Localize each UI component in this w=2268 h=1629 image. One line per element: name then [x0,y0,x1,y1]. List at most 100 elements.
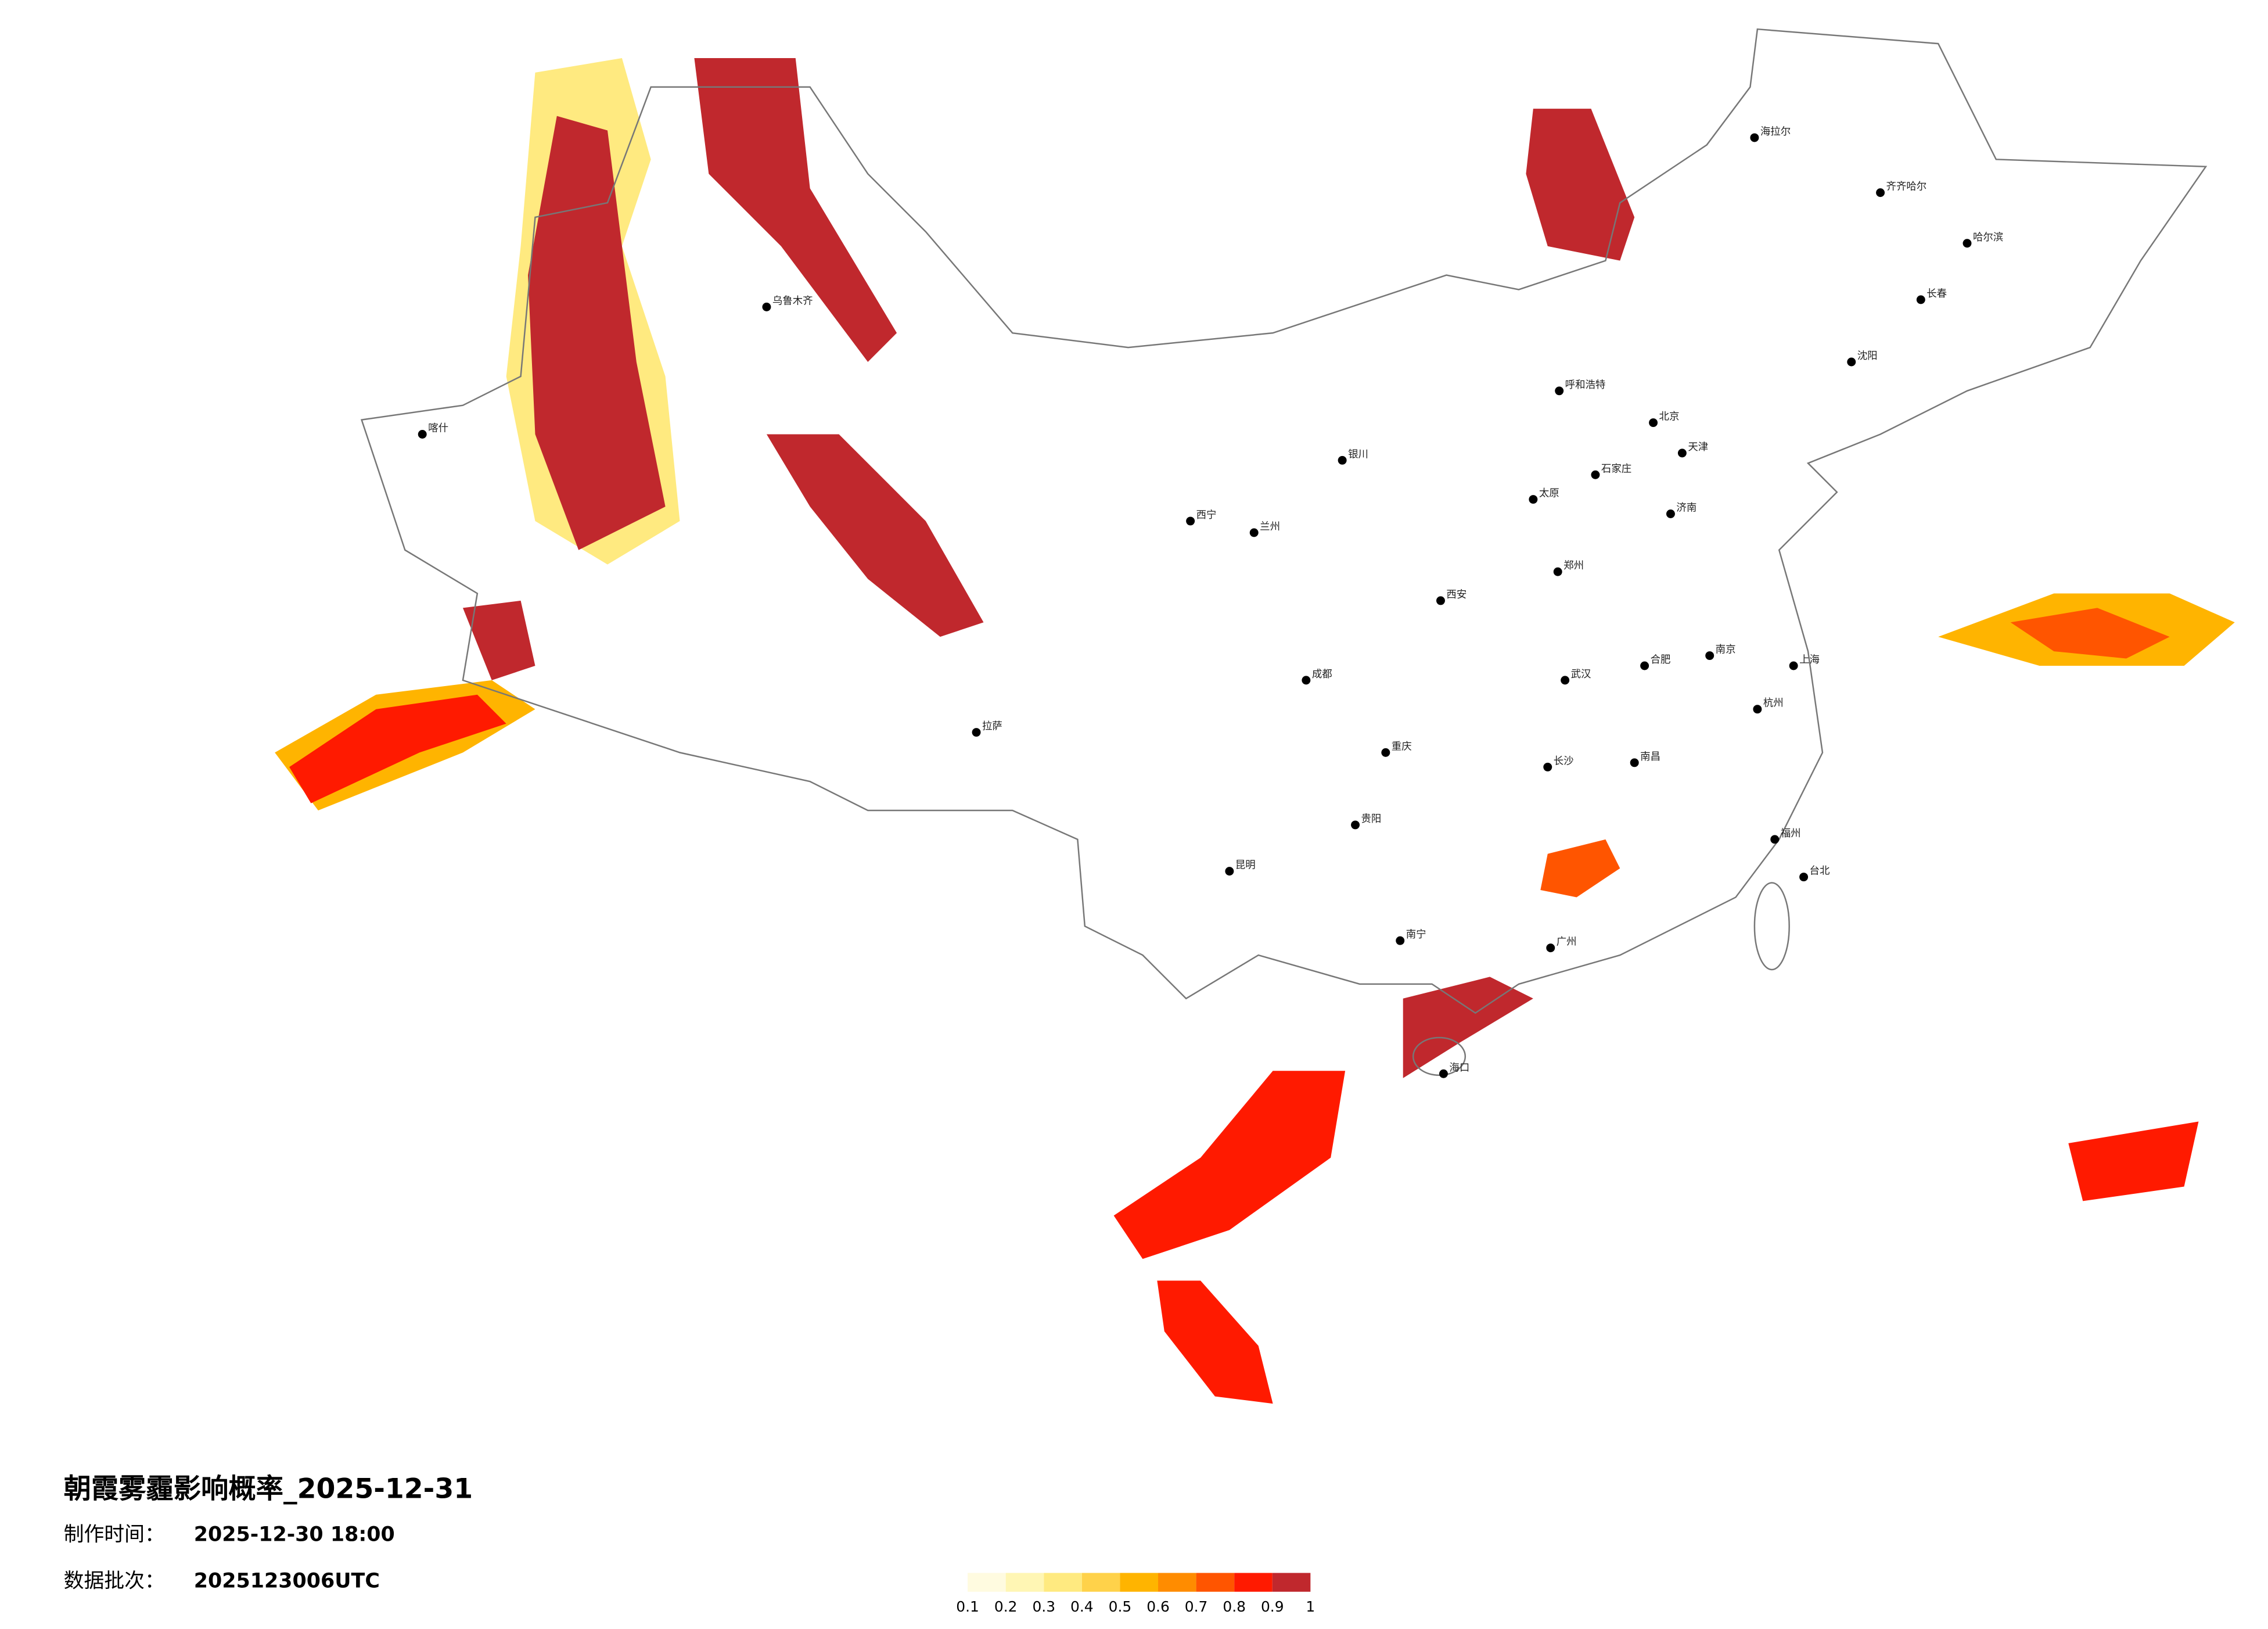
city-label: 长沙 [1554,755,1574,767]
city-dot [1640,661,1649,670]
legend-tick-label: 1 [1306,1598,1315,1615]
haze-area [462,600,535,680]
city-label: 南昌 [1640,751,1660,763]
production-time-label: 制作时间： [64,1523,165,1547]
color-legend: 0.1 0.2 0.3 0.4 0.5 0.6 0.7 0.8 0.9 1 [956,1573,1315,1615]
city-label: 昆明 [1235,860,1256,871]
legend-swatch [1234,1573,1273,1592]
city-dot [1591,470,1600,479]
city-dot [1649,418,1658,428]
city-label: 银川 [1348,448,1368,460]
city-dot [1225,867,1234,876]
city-label: 重庆 [1392,741,1412,752]
city-dot [1529,495,1538,504]
city-label: 海口 [1449,1062,1469,1074]
city-label: 武汉 [1571,669,1591,680]
city-label: 杭州 [1763,698,1784,709]
city-dot [1789,661,1798,670]
city-label: 南宁 [1406,929,1426,941]
legend-tick-label: 0.5 [1109,1598,1132,1615]
city-dot [762,302,771,311]
taiwan-border [1753,882,1790,971]
production-time: 2025-12-30 18:00 [194,1523,395,1547]
city-label: 喀什 [428,423,448,435]
country-border [360,28,2208,1014]
city-dot [1847,357,1856,367]
city-dot [1963,239,1972,248]
legend-swatch [1044,1573,1082,1592]
haze-area [289,694,506,803]
legend-tick-label: 0.9 [1261,1598,1284,1615]
city-label: 石家庄 [1601,463,1631,475]
city-dot [1770,835,1780,844]
city-label: 济南 [1676,503,1696,514]
city-dot [1249,528,1259,537]
city-label: 拉萨 [982,721,1002,733]
city-label: 乌鲁木齐 [772,295,813,307]
city-dot [1546,943,1555,953]
city-label: 呼和浩特 [1565,379,1606,391]
city-dot [1876,188,1885,198]
city-dot [1750,133,1759,142]
city-dot [1753,705,1762,714]
data-batch: 2025123006UTC [194,1569,380,1592]
city-dot [1555,386,1564,396]
legend-swatch [1081,1573,1120,1592]
city-label: 福州 [1781,828,1801,839]
legend-tick-label: 0.6 [1146,1598,1170,1615]
city-dot [1677,448,1687,458]
city-dot [1381,748,1390,757]
city-label: 郑州 [1563,560,1584,572]
legend-tick-label: 0.7 [1185,1598,1208,1615]
legend-tick-label: 0.2 [994,1598,1018,1615]
city-dot [1666,509,1675,518]
haze-area [694,58,897,362]
haze-area [1403,977,1533,1078]
city-dot [1186,516,1195,526]
city-dot [1916,295,1925,304]
legend-swatch [968,1573,1006,1592]
city-dot [418,430,427,439]
city-label: 兰州 [1260,521,1280,533]
city-label: 海拉尔 [1760,126,1791,138]
city-dot [1543,762,1552,772]
city-label: 哈尔滨 [1973,232,2003,243]
city-label: 太原 [1539,488,1559,500]
haze-area [766,434,984,637]
haze-area [528,116,666,550]
city-dot [1436,596,1445,605]
city-label: 北京 [1659,411,1680,423]
haze-area [1540,839,1620,898]
legend-tick-label: 0.8 [1223,1598,1246,1615]
city-dot [1630,758,1639,767]
city-label: 沈阳 [1857,350,1878,362]
legend-swatch [1196,1573,1235,1592]
data-batch-label: 数据批次： [64,1569,165,1592]
haze-area [1526,109,1635,261]
city-label: 贵阳 [1361,813,1381,825]
legend-tick-label: 0.3 [1032,1598,1055,1615]
city-dot [1302,676,1311,685]
city-label: 南京 [1716,644,1736,656]
city-label: 广州 [1557,937,1577,948]
legend-swatch [1158,1573,1196,1592]
city-label: 齐齐哈尔 [1886,181,1927,193]
city-label: 上海 [1799,654,1820,666]
haze-areas [275,58,2235,1404]
legend-swatch [1005,1573,1044,1592]
city-label: 天津 [1688,442,1708,453]
legend-swatch [1120,1573,1159,1592]
city-label: 西安 [1446,589,1467,601]
city-dot [1396,936,1405,945]
city-label: 长春 [1926,288,1947,300]
haze-area [1157,1280,1273,1404]
city-label: 西宁 [1196,509,1217,521]
city-label: 成都 [1312,669,1332,680]
hainan-border [1412,1036,1467,1077]
haze-area [2010,608,2170,659]
map-title: 朝霞雾霾影响概率_2025-12-31 [64,1473,473,1505]
city-dot [1439,1069,1448,1078]
legend-swatch [1272,1573,1311,1592]
